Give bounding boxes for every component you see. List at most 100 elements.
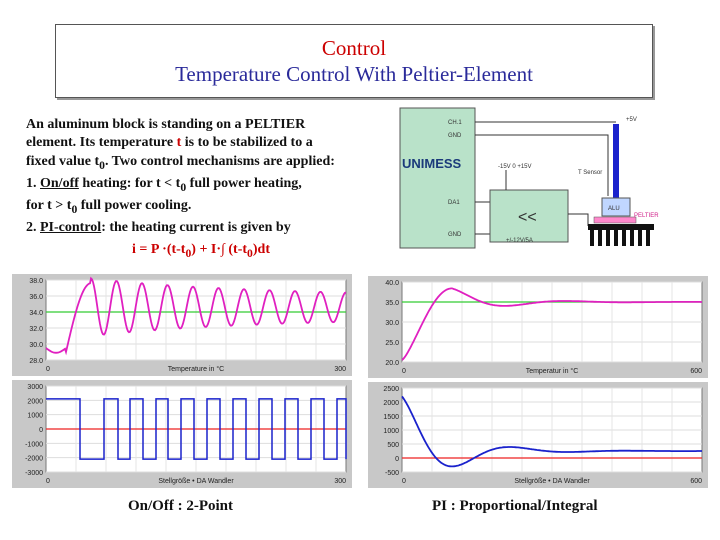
intro-line5a: for t > t xyxy=(26,198,72,214)
da1-label: DA1 xyxy=(448,200,460,206)
y-tick-label: 1500 xyxy=(383,414,399,421)
x-tick-end: 300 xyxy=(334,366,346,373)
y-tick-label: 36.0 xyxy=(29,294,43,301)
gnd2-label: GND xyxy=(448,232,462,238)
pi-current-panel: 2500 2000 1500 1000 500 0 -500 0 600 Stellgröße •… xyxy=(368,382,708,488)
pi-temperature-panel: 40.0 35.0 30.0 25.0 20.0 0 600 Temperatur in °C xyxy=(368,276,708,378)
setup-schematic: UNIMESS CH.1 GND DA1 GND +5V -15V 0 +15V… xyxy=(399,107,659,249)
y-tick-label: 38.0 xyxy=(29,278,43,285)
current-trace xyxy=(401,395,702,468)
intro-pi: PI-control xyxy=(40,220,102,236)
formula-sub2: 0 xyxy=(247,246,253,260)
y-tick-label: 40.0 xyxy=(385,280,399,287)
temperature-trace xyxy=(45,276,347,356)
y-tick-label: 25.0 xyxy=(385,340,399,347)
amplifier-box xyxy=(489,189,569,243)
pi-temperature-plot: 40.0 35.0 30.0 25.0 20.00 600 Temperatur in °C xyxy=(385,280,703,375)
onoff-temperature-panel: 38.0 36.0 34.0 32.0 30.0 28.0 0 300 Temperature … xyxy=(12,274,352,376)
formula: i = P ·(t-t0) + I·∫ (t-t0)dt xyxy=(132,242,270,260)
y-tick-label: 30.0 xyxy=(29,342,43,349)
intro-line2: element. Its temperature xyxy=(26,135,174,151)
y-tick-label: -1000 xyxy=(25,441,43,448)
y-tick-label: 0 xyxy=(395,456,399,463)
onoff-current-panel: 3000 2000 1000 0 -1000 -2000 -3000 0 300 Stellgrö… xyxy=(12,380,352,488)
intro-line6c: : the heating current is given by xyxy=(101,220,291,236)
intro-line4-sub: 0 xyxy=(180,180,187,194)
y-tick-label: 1000 xyxy=(383,428,399,435)
x-tick-start: 0 xyxy=(46,366,50,373)
onoff-temperature-plot: 38.0 36.0 34.0 32.0 30.0 28.00 300 Temperature … xyxy=(29,276,347,373)
current-trace xyxy=(46,398,347,460)
y-tick-label: 35.0 xyxy=(385,300,399,307)
temperature-trace xyxy=(401,287,702,361)
y-tick-label: 1000 xyxy=(27,413,43,420)
y-tick-label: 500 xyxy=(387,442,399,449)
unimess-label: UNIMESS xyxy=(402,156,462,171)
title-box: Control Temperature Control With Peltier… xyxy=(55,24,653,98)
caption-onoff: On/Off : 2-Point xyxy=(128,498,233,514)
sensor-rod xyxy=(613,124,619,198)
y-tick-label: -500 xyxy=(385,470,399,477)
x-axis-label: Stellgröße • DA Wandler xyxy=(158,478,234,485)
ch1-label: CH.1 xyxy=(448,120,462,126)
amp-label: +/-12V/5A xyxy=(506,238,533,244)
alu-label: ALU xyxy=(608,206,620,212)
formula-a: i = P ·(t-t xyxy=(132,242,186,257)
intro-t: t xyxy=(176,135,182,151)
formula-c: )dt xyxy=(252,242,270,257)
sensor-label: T Sensor xyxy=(578,170,602,176)
intro-line3b: . Two control mechanisms are applied: xyxy=(104,153,335,169)
y-tick-label: 3000 xyxy=(27,384,43,391)
amp-symbol: << xyxy=(518,209,537,226)
intro-line1: An aluminum block is standing on a PELTI… xyxy=(26,117,306,132)
heatsink-fins xyxy=(590,230,650,246)
intro-line5-sub: 0 xyxy=(71,203,78,217)
intro-text: An aluminum block is standing on a PELTI… xyxy=(26,116,396,238)
x-tick-end: 600 xyxy=(690,368,702,375)
y-tick-label: -2000 xyxy=(25,456,43,463)
y-tick-label: 2000 xyxy=(27,398,43,405)
x-axis-label: Temperatur in °C xyxy=(526,367,579,375)
wire-amp-out xyxy=(568,213,589,226)
intro-line4c: heating: for t < t xyxy=(82,176,181,192)
intro-line3-sub: 0 xyxy=(99,158,105,172)
y-tick-label: 28.0 xyxy=(29,358,43,365)
y-tick-label: 30.0 xyxy=(385,320,399,327)
intro-line4d: full power heating, xyxy=(189,176,302,192)
alu-block xyxy=(601,197,631,217)
intro-onoff: On/off xyxy=(40,176,79,192)
y-tick-label: 34.0 xyxy=(29,310,43,317)
y-tick-label: 20.0 xyxy=(385,360,399,367)
x-tick-start: 0 xyxy=(46,478,50,485)
x-axis-label: Temperature in °C xyxy=(168,365,225,373)
unimess-box xyxy=(399,107,476,249)
y-tick-label: 0 xyxy=(39,427,43,434)
x-tick-start: 0 xyxy=(402,478,406,485)
peltier-element xyxy=(593,216,637,224)
title-line2: Temperature Control With Peltier-Element xyxy=(175,62,533,86)
x-axis-label: Stellgröße • DA Wandler xyxy=(514,478,590,485)
supply-label: -15V 0 +15V xyxy=(498,164,532,170)
y-tick-label: 2000 xyxy=(383,400,399,407)
heatsink-base xyxy=(588,224,654,230)
x-tick-end: 600 xyxy=(690,478,702,485)
intro-line3: fixed value t xyxy=(26,153,100,169)
gnd1-label: GND xyxy=(448,133,462,139)
y-tick-label: 2500 xyxy=(383,386,399,393)
intro-line6a: 2. xyxy=(26,220,37,236)
intro-line2b: is to be stabilized to a xyxy=(184,135,313,151)
wire-da1 xyxy=(475,201,491,218)
intro-line4a: 1. xyxy=(26,176,37,192)
y-tick-label: 32.0 xyxy=(29,326,43,333)
formula-b: ) + I·∫ (t-t xyxy=(191,242,248,257)
plus5v-label: +5V xyxy=(626,117,637,123)
peltier-label: PELTIER xyxy=(634,213,659,219)
intro-line5b: full power cooling. xyxy=(80,198,192,214)
title-line1: Control xyxy=(321,36,387,60)
formula-sub1: 0 xyxy=(185,246,192,260)
y-tick-label: -3000 xyxy=(25,470,43,477)
x-tick-start: 0 xyxy=(402,368,406,375)
wire-gnd1 xyxy=(475,134,609,196)
